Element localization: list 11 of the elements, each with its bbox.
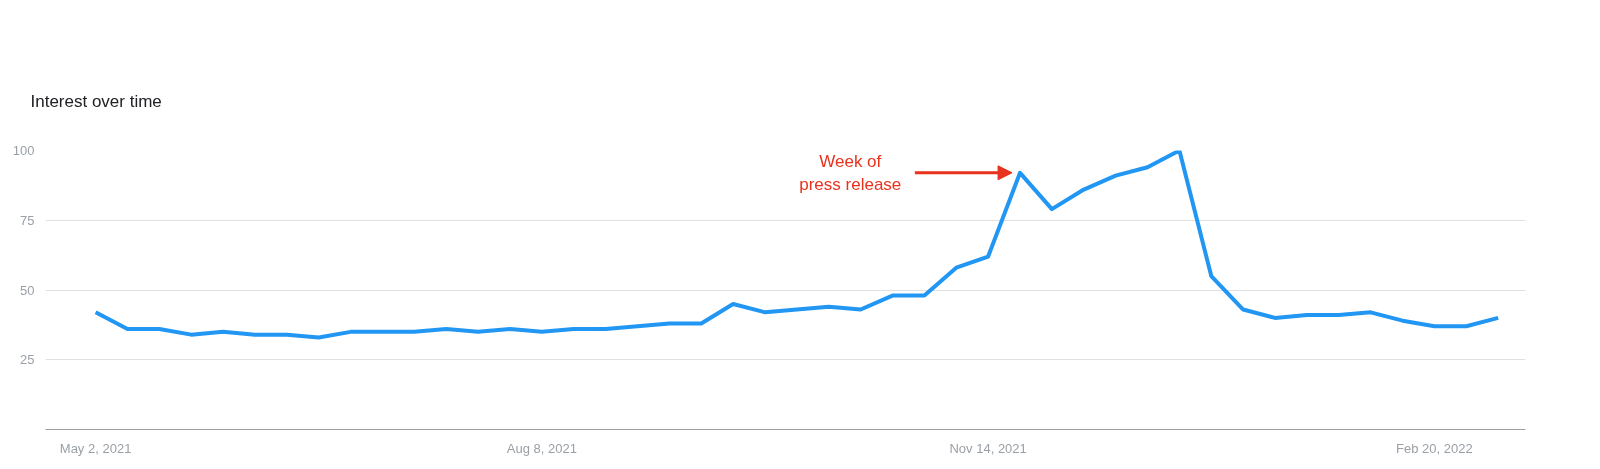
y-tick-label: 25 xyxy=(20,352,35,368)
y-tick-label: 50 xyxy=(20,282,35,298)
y-tick-label: 75 xyxy=(20,212,35,228)
annotation: Week of press release xyxy=(799,151,902,194)
x-tick-label: May 2, 2021 xyxy=(59,440,132,456)
y-tick-label: 100 xyxy=(12,143,35,158)
line-series xyxy=(93,150,1501,340)
x-tick-label: Feb 20, 2022 xyxy=(1396,440,1473,456)
x-tick-label: Nov 14, 2021 xyxy=(949,440,1027,456)
chart-title: Interest over time xyxy=(30,91,162,111)
x-tick-label: Aug 8, 2021 xyxy=(506,440,577,456)
